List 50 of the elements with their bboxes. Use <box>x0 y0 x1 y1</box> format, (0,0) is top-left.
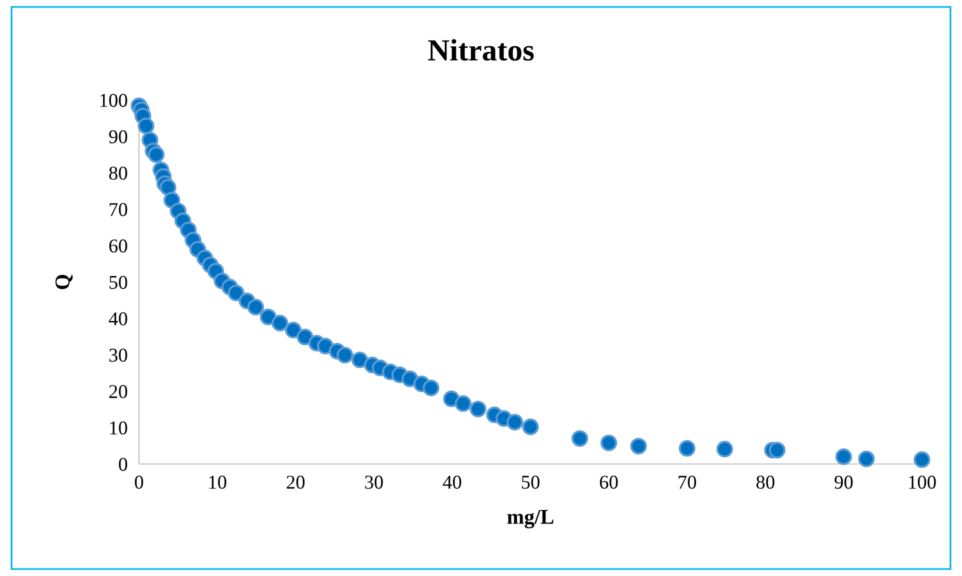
y-tick-label: 20 <box>109 385 128 398</box>
x-tick-label: 80 <box>756 476 774 489</box>
point <box>716 440 734 458</box>
point <box>572 430 588 447</box>
point <box>148 146 165 163</box>
y-tick-label: 100 <box>100 94 128 107</box>
point <box>247 298 264 316</box>
x-tick-label: 100 <box>909 476 936 489</box>
y-tick-label: 70 <box>110 203 128 216</box>
x-tick-label: 10 <box>209 476 226 489</box>
point <box>422 380 440 396</box>
x-tick-label: 90 <box>834 476 853 489</box>
point <box>858 450 875 468</box>
point <box>454 395 472 412</box>
point <box>768 442 786 458</box>
x-tick-label: 0 <box>134 476 144 489</box>
point <box>260 308 277 326</box>
x-tick-label: 50 <box>522 476 540 489</box>
point <box>228 284 244 302</box>
point <box>678 440 696 457</box>
point <box>835 448 852 466</box>
point <box>506 414 524 430</box>
y-tick-label: 80 <box>109 166 128 180</box>
x-tick-label: 60 <box>600 476 618 489</box>
y-axis-title: Q <box>55 274 73 290</box>
y-tick-label: 0 <box>118 458 128 471</box>
point <box>336 346 354 364</box>
point <box>138 118 154 134</box>
point <box>630 438 647 454</box>
y-tick-label: 60 <box>109 239 128 253</box>
point <box>470 400 486 418</box>
point <box>600 434 618 452</box>
y-tick-label: 10 <box>110 421 128 435</box>
chart-title: Nitratos <box>428 39 534 61</box>
y-tick-label: 50 <box>110 276 128 289</box>
point <box>160 179 176 196</box>
x-tick-label: 40 <box>442 476 462 489</box>
y-tick-label: 40 <box>108 312 128 326</box>
point <box>296 328 314 346</box>
point <box>914 451 930 468</box>
x-tick-label: 70 <box>678 476 696 489</box>
x-tick-label: 30 <box>365 476 383 489</box>
y-tick-label: 90 <box>109 130 128 144</box>
x-tick-label: 20 <box>286 476 305 489</box>
point <box>522 418 539 436</box>
x-axis-title: mg/L <box>507 510 554 528</box>
point <box>351 352 368 368</box>
y-tick-label: 30 <box>109 348 128 362</box>
point <box>284 322 302 338</box>
point <box>272 314 288 332</box>
